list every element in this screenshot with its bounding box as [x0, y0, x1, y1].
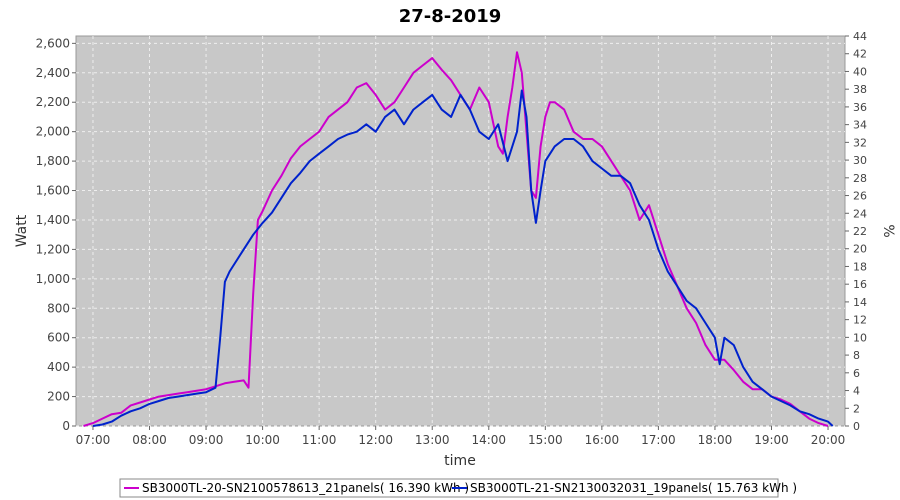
grid-lines — [76, 36, 845, 427]
y-tick-label: 800 — [47, 301, 70, 315]
x-tick-label: 14:00 — [471, 433, 506, 447]
x-axis-label: time — [444, 453, 476, 469]
y-tick-label: 2,400 — [36, 66, 70, 80]
y-tick-label: 600 — [47, 331, 70, 345]
y2-tick-label: 36 — [853, 101, 867, 114]
legend-label-series-1: SB3000TL-20-SN2100578613_21panels( 16.39… — [142, 481, 469, 495]
x-tick-label: 08:00 — [132, 433, 167, 447]
y2-tick-label: 4 — [853, 385, 860, 398]
y-tick-label: 2,000 — [36, 125, 70, 139]
x-tick-label: 10:00 — [245, 433, 280, 447]
y2-tick-label: 18 — [853, 260, 867, 273]
y2-axis-label: % — [880, 224, 896, 237]
y-tick-label: 1,800 — [36, 154, 70, 168]
y-tick-label: 1,600 — [36, 184, 70, 198]
x-axis-ticks: 07:00 08:00 09:00 10:00 11:00 12:00 13:00 14:00… — [76, 426, 846, 447]
y2-tick-label: 20 — [853, 243, 867, 256]
series-line-1 — [83, 51, 829, 427]
y2-tick-label: 34 — [853, 119, 867, 132]
series-lines — [83, 51, 834, 427]
y-tick-label: 1,000 — [36, 272, 70, 286]
y-tick-label: 400 — [47, 360, 70, 374]
y-tick-label: 2,600 — [36, 36, 70, 50]
y2-tick-label: 24 — [853, 207, 867, 220]
x-tick-label: 11:00 — [302, 433, 337, 447]
x-tick-label: 12:00 — [358, 433, 393, 447]
legend: SB3000TL-20-SN2100578613_21panels( 16.39… — [119, 478, 797, 498]
series-line-2 — [92, 89, 834, 427]
x-tick-label: 07:00 — [76, 433, 111, 447]
y2-tick-label: 16 — [853, 278, 867, 291]
y2-tick-label: 14 — [853, 296, 867, 309]
y2-tick-label: 44 — [853, 30, 867, 43]
y-tick-label: 1,200 — [36, 242, 70, 256]
y-tick-label: 2,200 — [36, 95, 70, 109]
y2-tick-label: 30 — [853, 154, 867, 167]
legend-box — [119, 478, 779, 498]
x-tick-label: 19:00 — [754, 433, 789, 447]
x-tick-label: 18:00 — [698, 433, 733, 447]
x-tick-label: 15:00 — [528, 433, 563, 447]
x-tick-label: 17:00 — [641, 433, 676, 447]
x-tick-label: 09:00 — [189, 433, 224, 447]
y2-tick-label: 40 — [853, 65, 867, 78]
y-tick-label: 1,400 — [36, 213, 70, 227]
y2-axis-ticks: 0246810121416182022242628303234363840424… — [845, 30, 867, 433]
y2-tick-label: 26 — [853, 190, 867, 203]
x-tick-label: 20:00 — [811, 433, 846, 447]
plot-area — [75, 35, 846, 427]
x-tick-label: 16:00 — [585, 433, 620, 447]
y2-tick-label: 22 — [853, 225, 867, 238]
y2-tick-label: 0 — [853, 420, 860, 433]
y2-tick-label: 6 — [853, 367, 860, 380]
y-tick-label: 0 — [62, 419, 70, 433]
y-axis-label: Watt — [14, 214, 30, 247]
y2-tick-label: 42 — [853, 48, 867, 61]
legend-label-series-2: SB3000TL-21-SN2130032031_19panels( 15.76… — [470, 481, 797, 495]
x-tick-label: 13:00 — [415, 433, 450, 447]
y2-tick-label: 2 — [853, 402, 860, 415]
chart-title: 27-8-2019 — [399, 6, 502, 27]
y2-tick-label: 8 — [853, 349, 860, 362]
y2-tick-label: 28 — [853, 172, 867, 185]
y-tick-label: 200 — [47, 390, 70, 404]
y2-tick-label: 12 — [853, 314, 867, 327]
y2-tick-label: 10 — [853, 331, 867, 344]
y2-tick-label: 32 — [853, 136, 867, 149]
y-axis-ticks: 0 200 400 600 800 1,000 1,200 1,400 1,600 1,800 2,… — [36, 36, 76, 433]
y2-tick-label: 38 — [853, 83, 867, 96]
